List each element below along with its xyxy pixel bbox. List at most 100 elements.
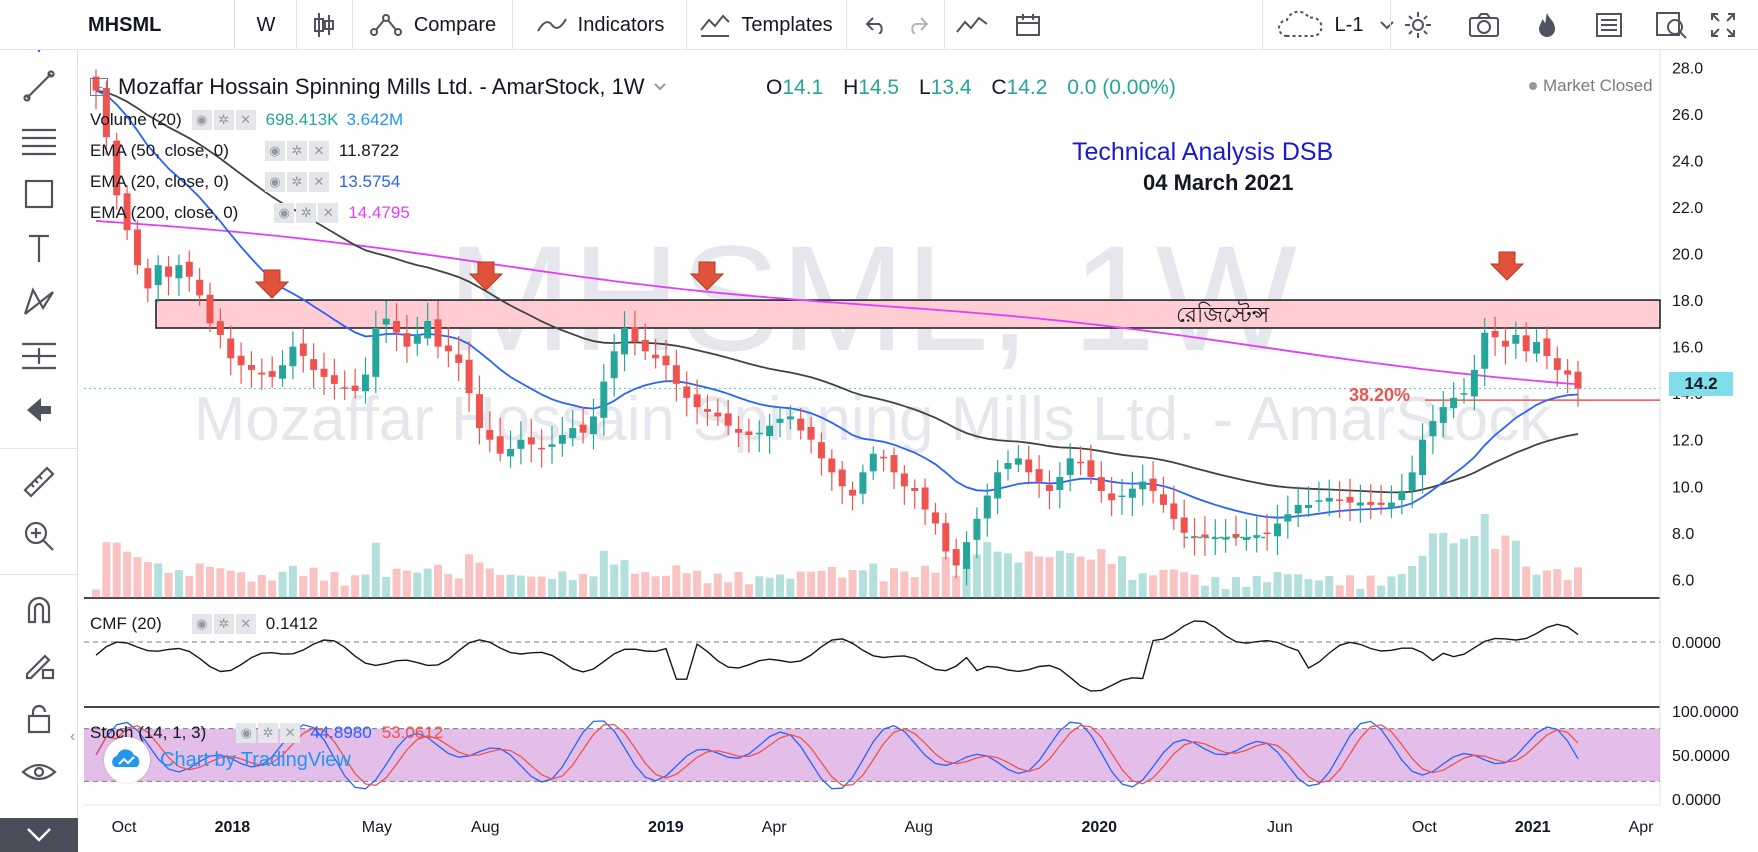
- candle-body: [1481, 332, 1489, 369]
- candle: [1242, 518, 1250, 551]
- gear-icon[interactable]: ✲: [213, 614, 234, 634]
- candle: [444, 326, 452, 368]
- eye-icon[interactable]: ◉: [274, 203, 295, 223]
- stoch-tick: 0.0000: [1672, 792, 1721, 809]
- symbol-search-button[interactable]: MHSML: [88, 13, 162, 36]
- trend-line-icon[interactable]: [19, 66, 59, 106]
- zoom-in-icon[interactable]: [19, 516, 59, 556]
- candle-body: [1367, 502, 1375, 505]
- volume-bar: [237, 572, 246, 598]
- templates-button[interactable]: Templates: [688, 0, 844, 50]
- gear-icon[interactable]: ✲: [296, 203, 317, 223]
- templates-icon: [700, 14, 731, 37]
- volume-bar: [1428, 533, 1437, 598]
- ema50-legend[interactable]: EMA (50, close, 0) ◉ ✲ ✕ 11.8722: [90, 141, 399, 161]
- candle: [247, 351, 255, 388]
- candle-body: [1574, 371, 1582, 389]
- candle-style-icon[interactable]: [298, 0, 350, 50]
- chevron-left-icon[interactable]: ‹: [70, 728, 76, 745]
- indicators-button[interactable]: Indicators: [514, 0, 686, 50]
- magnet-icon[interactable]: [19, 590, 59, 630]
- gear-icon[interactable]: ✲: [286, 141, 307, 161]
- redo-icon[interactable]: [898, 0, 938, 50]
- lines-chart-icon[interactable]: [946, 0, 998, 50]
- undo-icon[interactable]: [856, 0, 896, 50]
- tradingview-attribution[interactable]: Chart by TradingView: [104, 737, 351, 783]
- cmf-legend[interactable]: CMF (20) ◉ ✲ ✕ 0.1412: [90, 614, 318, 634]
- eye-icon[interactable]: ◉: [264, 172, 285, 192]
- volume-legend[interactable]: Volume (20) ◉ ✲ ✕ 698.413K 3.642M: [90, 110, 403, 130]
- close-icon[interactable]: ✕: [235, 110, 256, 130]
- time-tick: May: [362, 819, 392, 836]
- interval-button[interactable]: W: [256, 13, 276, 36]
- gear-icon[interactable]: ✲: [213, 110, 234, 130]
- low-label: L: [918, 76, 931, 99]
- eye-icon[interactable]: ◉: [264, 141, 285, 161]
- volume-bar: [641, 571, 650, 598]
- volume-bar: [506, 574, 515, 598]
- candle: [351, 368, 359, 399]
- volume-bar: [734, 571, 743, 598]
- back-arrow-icon[interactable]: [19, 390, 59, 430]
- ruler-icon[interactable]: [19, 462, 59, 502]
- candle-body: [1387, 502, 1395, 509]
- candle-body: [289, 346, 297, 367]
- data-window-icon[interactable]: [1646, 0, 1698, 50]
- calendar-icon[interactable]: [1002, 0, 1054, 50]
- lock-icon[interactable]: [19, 698, 59, 738]
- close-icon[interactable]: ✕: [235, 614, 256, 634]
- compare-label: Compare: [413, 13, 497, 36]
- pattern-icon[interactable]: [19, 282, 59, 322]
- ohlc-values: O14.1 H14.5 L13.4 C14.2 0.0 (0.00%): [766, 76, 1190, 100]
- collapse-legend-icon[interactable]: −: [90, 78, 108, 96]
- compare-button[interactable]: Compare: [354, 0, 510, 50]
- text-tool-icon[interactable]: [19, 228, 59, 268]
- candle-body: [113, 140, 121, 196]
- close-icon[interactable]: ✕: [308, 172, 329, 192]
- camera-icon[interactable]: [1456, 0, 1512, 50]
- chevron-down-icon[interactable]: [653, 82, 667, 92]
- ema200-legend[interactable]: EMA (200, close, 0) ◉ ✲ ✕ 14.4795: [90, 203, 410, 223]
- flame-icon[interactable]: [1522, 0, 1572, 50]
- measure-lines-icon[interactable]: [19, 336, 59, 376]
- close-icon[interactable]: ✕: [280, 723, 301, 743]
- fib-level-label[interactable]: 38.20%: [1349, 385, 1411, 405]
- gear-icon[interactable]: ✲: [258, 723, 279, 743]
- candle-body: [1087, 460, 1095, 477]
- rectangle-icon[interactable]: [19, 174, 59, 214]
- volume-bar: [174, 570, 183, 598]
- volume-bar: [548, 579, 556, 598]
- gear-icon[interactable]: [1392, 0, 1444, 50]
- ema50-name: EMA (50, close, 0): [90, 141, 229, 160]
- annotation-heading[interactable]: Technical Analysis DSB: [1072, 138, 1334, 166]
- volume-bar: [475, 562, 484, 598]
- volume-bar: [765, 577, 774, 598]
- close-icon[interactable]: ✕: [308, 141, 329, 161]
- eye-icon[interactable]: ◉: [236, 723, 257, 743]
- candle: [1305, 486, 1313, 517]
- close-icon[interactable]: ✕: [318, 203, 339, 223]
- ema20-legend[interactable]: EMA (20, close, 0) ◉ ✲ ✕ 13.5754: [90, 172, 400, 192]
- change-value: 0.0 (0.00%): [1067, 76, 1176, 99]
- candle: [1045, 470, 1053, 510]
- horizontal-lines-icon[interactable]: [19, 120, 59, 160]
- news-icon[interactable]: [1584, 0, 1634, 50]
- time-axis: Oct 2018 May Aug 2019 Apr Aug 2020 Jun Oct 2021 Apr: [112, 819, 1655, 836]
- eye-icon[interactable]: ◉: [191, 614, 212, 634]
- time-tick: Apr: [1629, 819, 1655, 836]
- eye-icon[interactable]: ◉: [191, 110, 212, 130]
- candle-body: [1429, 421, 1437, 437]
- volume-bar: [444, 574, 453, 598]
- gear-icon[interactable]: ✲: [286, 172, 307, 192]
- stay-drawing-icon[interactable]: [19, 644, 59, 684]
- indicators-icon: [536, 18, 567, 32]
- candle: [952, 538, 960, 579]
- annotation-date[interactable]: 04 March 2021: [1143, 170, 1294, 195]
- high-value: 14.5: [858, 76, 900, 99]
- layout-button[interactable]: L-1: [1272, 0, 1400, 50]
- collapse-toolbar-button[interactable]: [0, 818, 78, 852]
- eye-icon[interactable]: [19, 752, 59, 792]
- resistance-label[interactable]: রেজিস্টেন্স: [1176, 302, 1270, 327]
- fullscreen-icon[interactable]: [1698, 0, 1748, 50]
